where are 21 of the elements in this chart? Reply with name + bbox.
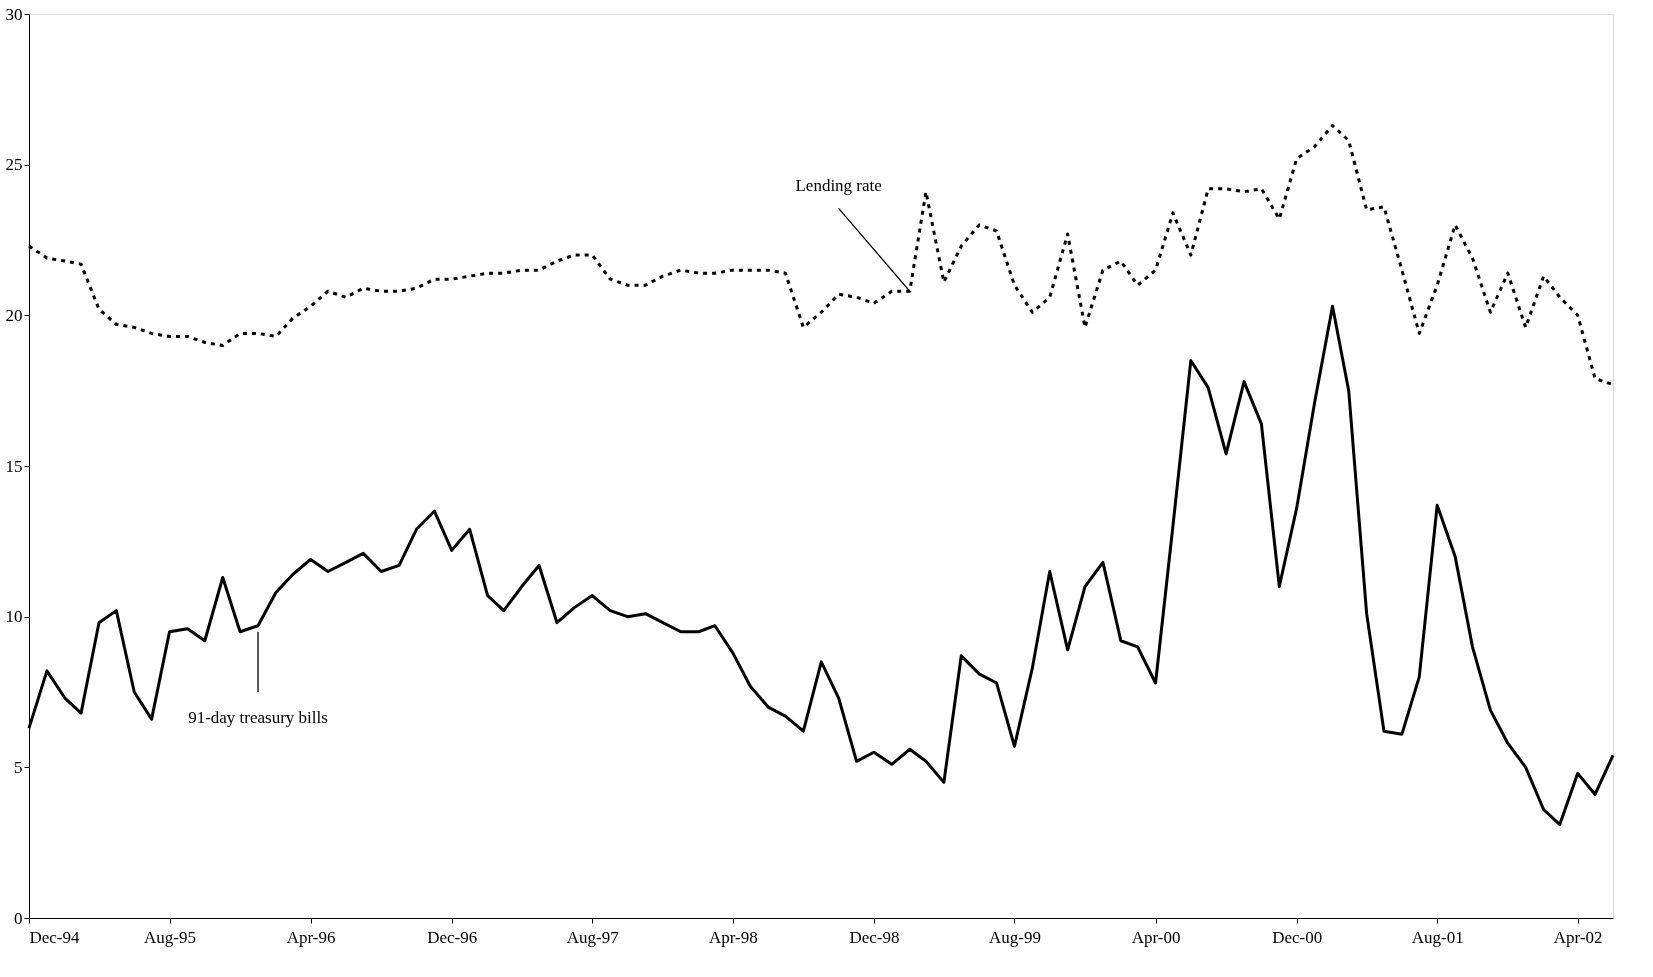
x-tick-label: Apr-98 (708, 927, 758, 947)
y-tick-label: 10 (5, 607, 23, 627)
x-tick-label: Aug-97 (566, 927, 620, 947)
x-tick-label: Aug-95 (144, 927, 197, 947)
y-tick-label: 20 (5, 305, 23, 325)
y-tick-label: 0 (14, 908, 23, 928)
annotation: 91-day treasury bills (188, 708, 328, 728)
x-tick-label: Dec-94 (29, 927, 81, 947)
x-tick-label: Aug-01 (1411, 927, 1464, 947)
x-tick-label: Dec-96 (427, 927, 478, 947)
y-tick-label: 15 (5, 456, 23, 476)
x-tick-label: Dec-00 (1272, 927, 1323, 947)
y-tick-label: 5 (14, 757, 23, 777)
annotation: Lending rate (795, 175, 882, 195)
x-tick-label: Aug-99 (988, 927, 1041, 947)
x-tick-label: Dec-98 (849, 927, 900, 947)
y-tick-label: 30 (5, 4, 23, 24)
y-tick-label: 25 (5, 155, 23, 175)
x-tick-label: Apr-00 (1131, 927, 1181, 947)
x-tick-label: Apr-96 (286, 927, 336, 947)
x-tick-label: Apr-02 (1553, 927, 1603, 947)
